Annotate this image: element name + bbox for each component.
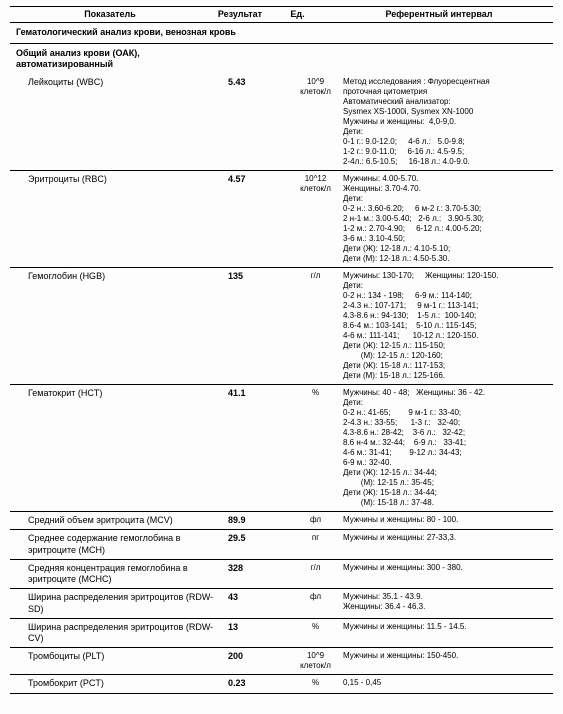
unit-cell: фл xyxy=(288,515,343,526)
ref-cell: Мужчины: 40 - 48; Женщины: 36 - 42. Дети… xyxy=(343,388,553,508)
result-cell: 328 xyxy=(228,563,288,586)
hdr-ref: Референтный интервал xyxy=(325,9,553,20)
param-cell: Тромбокрит (PCT) xyxy=(10,678,228,689)
unit-cell: % xyxy=(288,388,343,508)
table-row: Лейкоциты (WBC)5.4310^9 клеток/лМетод ис… xyxy=(10,74,553,171)
table-row: Средний объем эритроцита (MCV)89.9флМужч… xyxy=(10,512,553,530)
param-cell: Ширина распределения эритроцитов (RDW-CV… xyxy=(10,622,228,645)
ref-cell: Мужчины и женщины: 80 - 100. xyxy=(343,515,553,526)
unit-cell: 10^9 клеток/л xyxy=(288,651,343,671)
report-page: Показатель Результат Ед. Референтный инт… xyxy=(0,0,563,714)
unit-cell: г/л xyxy=(288,271,343,381)
param-cell: Лейкоциты (WBC) xyxy=(10,77,228,167)
table-row: Средняя концентрация гемоглобина в эритр… xyxy=(10,560,553,590)
ref-cell: Мужчины: 35.1 - 43.9. Женщины: 36.4 - 46… xyxy=(343,592,553,615)
param-cell: Гемоглобин (HGB) xyxy=(10,271,228,381)
result-cell: 29.5 xyxy=(228,533,288,556)
result-cell: 43 xyxy=(228,592,288,615)
param-cell: Средняя концентрация гемоглобина в эритр… xyxy=(10,563,228,586)
hdr-result: Результат xyxy=(210,9,270,20)
param-cell: Гематокрит (HCT) xyxy=(10,388,228,508)
table-body: Лейкоциты (WBC)5.4310^9 клеток/лМетод ис… xyxy=(10,74,553,694)
ref-cell: Мужчины: 4.00-5.70. Женщины: 3.70-4.70. … xyxy=(343,174,553,264)
table-row: Эритроциты (RBC)4.5710^12 клеток/лМужчин… xyxy=(10,171,553,268)
ref-cell: Мужчины и женщины: 11.5 - 14.5. xyxy=(343,622,553,645)
hdr-param: Показатель xyxy=(10,9,210,20)
result-cell: 5.43 xyxy=(228,77,288,167)
unit-cell: % xyxy=(288,622,343,645)
result-cell: 200 xyxy=(228,651,288,671)
table-row: Гематокрит (HCT)41.1%Мужчины: 40 - 48; Ж… xyxy=(10,385,553,512)
result-cell: 41.1 xyxy=(228,388,288,508)
ref-cell: Мужчины: 130-170; Женщины: 120-150. Дети… xyxy=(343,271,553,381)
table-row: Среднее содержание гемоглобина в эритроц… xyxy=(10,530,553,560)
unit-cell: 10^12 клеток/л xyxy=(288,174,343,264)
unit-cell: % xyxy=(288,678,343,689)
result-cell: 135 xyxy=(228,271,288,381)
param-cell: Среднее содержание гемоглобина в эритроц… xyxy=(10,533,228,556)
section-title: Общий анализ крови (ОАК), автоматизирова… xyxy=(10,44,553,75)
table-header: Показатель Результат Ед. Референтный инт… xyxy=(10,6,553,23)
hdr-unit: Ед. xyxy=(270,9,325,20)
result-cell: 0.23 xyxy=(228,678,288,689)
ref-cell: Метод исследования : Флуоресцентная прот… xyxy=(343,77,553,167)
table-row: Ширина распределения эритроцитов (RDW-CV… xyxy=(10,619,553,649)
param-cell: Средний объем эритроцита (MCV) xyxy=(10,515,228,526)
unit-cell: г/л xyxy=(288,563,343,586)
param-cell: Ширина распределения эритроцитов (RDW-SD… xyxy=(10,592,228,615)
ref-cell: Мужчины и женщины: 150-450. xyxy=(343,651,553,671)
result-cell: 89.9 xyxy=(228,515,288,526)
result-cell: 4.57 xyxy=(228,174,288,264)
group-title: Гематологический анализ крови, венозная … xyxy=(10,23,553,43)
param-cell: Эритроциты (RBC) xyxy=(10,174,228,264)
table-row: Тромбокрит (PCT)0.23%0,15 - 0,45 xyxy=(10,675,553,693)
param-cell: Тромбоциты (PLT) xyxy=(10,651,228,671)
unit-cell: пг xyxy=(288,533,343,556)
unit-cell: 10^9 клеток/л xyxy=(288,77,343,167)
ref-cell: 0,15 - 0,45 xyxy=(343,678,553,689)
unit-cell: фл xyxy=(288,592,343,615)
table-row: Гемоглобин (HGB)135г/лМужчины: 130-170; … xyxy=(10,268,553,385)
result-cell: 13 xyxy=(228,622,288,645)
ref-cell: Мужчины и женщины: 300 - 380. xyxy=(343,563,553,586)
table-row: Ширина распределения эритроцитов (RDW-SD… xyxy=(10,589,553,619)
ref-cell: Мужчины и женщины: 27-33,3. xyxy=(343,533,553,556)
table-row: Тромбоциты (PLT)20010^9 клеток/лМужчины … xyxy=(10,648,553,675)
